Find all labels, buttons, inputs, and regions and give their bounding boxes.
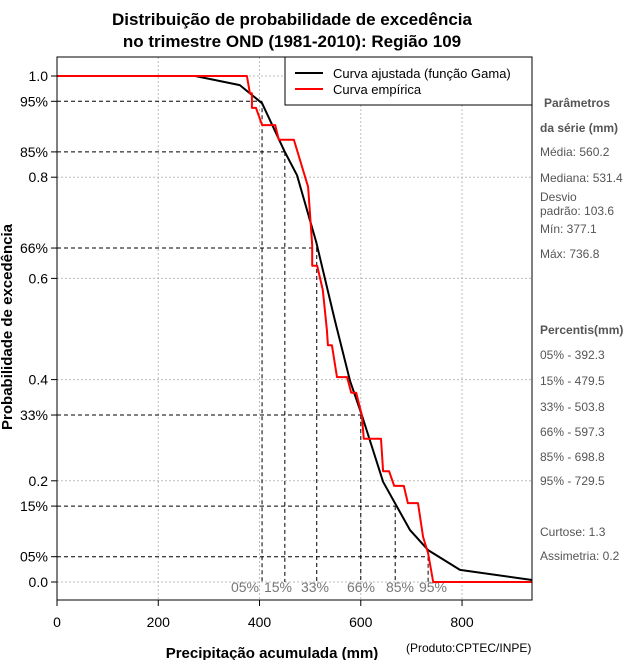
y-tick-label: 1.0 bbox=[29, 68, 49, 84]
percentil-33: 33% - 503.8 bbox=[540, 400, 605, 414]
y-tick-label: 0.4 bbox=[29, 372, 49, 388]
series-group bbox=[57, 75, 533, 583]
x-tick-label: 800 bbox=[450, 614, 474, 630]
legend: Curva ajustada (função Gama) Curva empír… bbox=[284, 56, 533, 106]
x-tick-label: 0 bbox=[53, 614, 61, 630]
credit-text: (Produto:CPTEC/INPE) bbox=[406, 641, 531, 655]
grid bbox=[56, 57, 532, 600]
y-tick-label: 0.2 bbox=[29, 473, 49, 489]
params-title: Parâmetros bbox=[544, 96, 610, 110]
plot-frame bbox=[56, 56, 533, 601]
axis-ticks: 0 200 400 600 800 0.0 0.2 0.4 0.6 0.8 1.0 05% 15% 33%… bbox=[20, 68, 474, 630]
side-panel: Parâmetros da série (mm) Média: 560.2 Me… bbox=[540, 96, 623, 563]
percentile-label: 05% bbox=[231, 579, 259, 595]
percentil-05: 05% - 392.3 bbox=[540, 348, 605, 362]
legend-label-empirical: Curva empírica bbox=[333, 82, 422, 97]
stat-max: Máx: 736.8 bbox=[540, 247, 600, 261]
x-tick-label: 200 bbox=[147, 614, 171, 630]
y-tick-label: 95% bbox=[20, 93, 48, 109]
stat-desvio-2: padrão: 103.6 bbox=[540, 204, 614, 218]
y-tick-label: 0.0 bbox=[29, 574, 49, 590]
percentile-markers: 05% 15% 33% 66% 85% 95% bbox=[57, 100, 447, 595]
stat-mediana: Mediana: 531.4 bbox=[540, 171, 623, 185]
chart-title-line2: no trimestre OND (1981-2010): Região 109 bbox=[123, 32, 461, 51]
percentile-label: 15% bbox=[264, 579, 292, 595]
y-tick-label: 0.8 bbox=[29, 169, 49, 185]
percentile-label: 66% bbox=[347, 579, 375, 595]
percentil-85: 85% - 698.8 bbox=[540, 450, 605, 464]
percentis-title: Percentis(mm) bbox=[540, 323, 623, 337]
percentil-66: 66% - 597.3 bbox=[540, 425, 605, 439]
percentile-label: 85% bbox=[386, 579, 414, 595]
x-axis-label: Precipitação acumulada (mm) bbox=[166, 645, 379, 660]
y-tick-label: 05% bbox=[20, 549, 48, 565]
stat-assimetria: Assimetria: 0.2 bbox=[540, 549, 620, 563]
y-tick-label: 0.6 bbox=[29, 270, 49, 286]
empirical-curve bbox=[57, 75, 532, 583]
x-tick-label: 600 bbox=[349, 614, 373, 630]
legend-box bbox=[284, 56, 533, 106]
percentil-15: 15% - 479.5 bbox=[540, 374, 605, 388]
y-tick-label: 33% bbox=[20, 407, 48, 423]
y-tick-label: 85% bbox=[20, 144, 48, 160]
stat-media: Média: 560.2 bbox=[540, 145, 610, 159]
params-title-2: da série (mm) bbox=[540, 121, 618, 135]
y-tick-label: 15% bbox=[20, 498, 48, 514]
stat-min: Mín: 377.1 bbox=[540, 222, 597, 236]
chart-title-line1: Distribuição de probabilidade de excedên… bbox=[112, 10, 472, 29]
percentile-label: 33% bbox=[301, 579, 329, 595]
percentil-95: 95% - 729.5 bbox=[540, 474, 605, 488]
y-tick-label: 66% bbox=[20, 240, 48, 256]
x-tick-label: 400 bbox=[248, 614, 272, 630]
stat-curtose: Curtose: 1.3 bbox=[540, 525, 606, 539]
legend-label-fitted: Curva ajustada (função Gama) bbox=[333, 66, 511, 81]
stat-desvio-1: Desvio bbox=[540, 190, 577, 204]
y-axis-label: Probabilidade de excedência bbox=[0, 223, 16, 430]
